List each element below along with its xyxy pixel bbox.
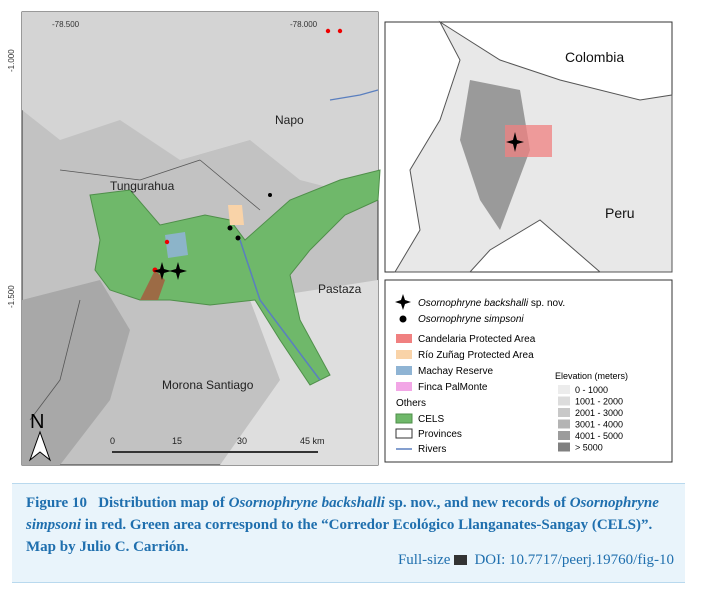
legend-label: Provinces	[418, 429, 462, 440]
elevation-label: 2001 - 3000	[575, 408, 623, 418]
doi-link[interactable]: DOI: 10.7717/peerj.19760/fig-10	[474, 552, 674, 568]
legend-swatch	[396, 382, 412, 391]
legend-swatch	[396, 350, 412, 359]
coordinate-label: -1.000	[7, 49, 16, 72]
legend-label: CELS	[418, 414, 444, 425]
machay-slope	[140, 270, 165, 300]
north-arrow	[28, 430, 52, 462]
legend-label: Osornophryne backshalli sp. nov.	[418, 298, 565, 309]
scale-label: 30	[237, 436, 247, 446]
backshalli-star	[169, 262, 187, 280]
legend-dot	[399, 315, 407, 323]
caption-part: in red. Green area correspond to the “Co…	[26, 517, 653, 555]
elevation-swatch	[558, 419, 570, 429]
figure-links: Full-size DOI: 10.7717/peerj.19760/fig-10	[394, 552, 674, 569]
elevation-label: 4001 - 5000	[575, 431, 623, 441]
record-dot	[325, 28, 331, 34]
region-label: Tungurahua	[110, 179, 175, 193]
elevation-swatch	[558, 431, 570, 440]
record-dot	[337, 28, 343, 34]
terrain-light	[22, 12, 378, 200]
zunag-area	[228, 205, 244, 225]
legend-heading: Others	[396, 398, 426, 409]
caption-part: sp. nov., and new records of	[384, 495, 570, 511]
scale-label: 45 km	[300, 436, 325, 446]
inset-andes	[460, 80, 530, 230]
country-label: Colombia	[565, 49, 624, 65]
elevation-label: 3001 - 4000	[575, 420, 623, 430]
scale-label: 0	[110, 436, 115, 446]
elevation-label: > 5000	[575, 443, 603, 453]
province-border	[29, 159, 261, 421]
elevation-label: 0 - 1000	[575, 385, 608, 395]
legend-label: Rivers	[418, 444, 446, 455]
elevation-swatch	[558, 442, 570, 452]
record-dot	[164, 239, 170, 245]
country-label: Peru	[605, 205, 635, 221]
region-label: Pastaza	[318, 282, 362, 296]
legend-star	[395, 294, 411, 310]
figure-label: Figure 10	[26, 495, 87, 511]
simpsoni-dot	[227, 225, 233, 231]
scale-label: 15	[172, 436, 182, 446]
caption-part: Osornophryne backshalli	[228, 495, 385, 511]
legend-swatch	[395, 428, 413, 439]
simpsoni-dot	[268, 193, 272, 197]
legend-suffix: sp. nov.	[528, 298, 565, 309]
image-icon	[454, 555, 468, 565]
figure-map: -78.500 -78.000 -1.000 -1.500 Napo Tungu…	[7, 11, 673, 466]
legend-swatch	[396, 334, 412, 343]
region-label: Morona Santiago	[162, 378, 254, 392]
figure-caption: Figure 10 Distribution map of Osornophry…	[12, 483, 685, 583]
coordinate-label: -78.000	[290, 20, 318, 29]
legend-label: Candelaria Protected Area	[418, 334, 536, 345]
legend-species: Osornophryne backshalli	[418, 298, 529, 309]
legend-label: Río Zuñag Protected Area	[418, 350, 534, 361]
caption-part: Osornophryne simpsoni	[26, 495, 659, 533]
legend-frame	[384, 279, 673, 463]
north-arrow-label: N	[30, 411, 44, 433]
caption-part: Distribution map of	[98, 495, 229, 511]
backshalli-star	[153, 262, 171, 280]
legend-swatch	[395, 413, 413, 424]
legend-label: Finca PalMonte	[418, 382, 488, 393]
elevation-swatch	[558, 408, 570, 417]
legend-label: Osornophryne simpsoni	[418, 314, 524, 325]
elevation-title: Elevation (meters)	[555, 371, 628, 381]
elevation-swatch	[558, 396, 570, 406]
simpsoni-dot	[235, 235, 241, 241]
region-label: Napo	[275, 113, 304, 127]
river	[239, 239, 321, 381]
coordinate-label: -78.500	[52, 20, 80, 29]
full-size-link[interactable]: Full-size	[397, 552, 451, 568]
terrain-lowland	[220, 280, 378, 465]
caption-text: Distribution map of Osornophryne backsha…	[26, 495, 659, 555]
machay-reserve	[165, 232, 188, 258]
legend-swatch	[396, 366, 412, 375]
legend-label: Machay Reserve	[418, 366, 493, 377]
river	[329, 89, 379, 101]
terrain-dark	[22, 280, 130, 465]
coordinate-label: -1.500	[7, 285, 16, 308]
inset-star	[506, 132, 524, 152]
elevation-swatch	[558, 385, 570, 394]
elevation-label: 1001 - 2000	[575, 397, 623, 407]
